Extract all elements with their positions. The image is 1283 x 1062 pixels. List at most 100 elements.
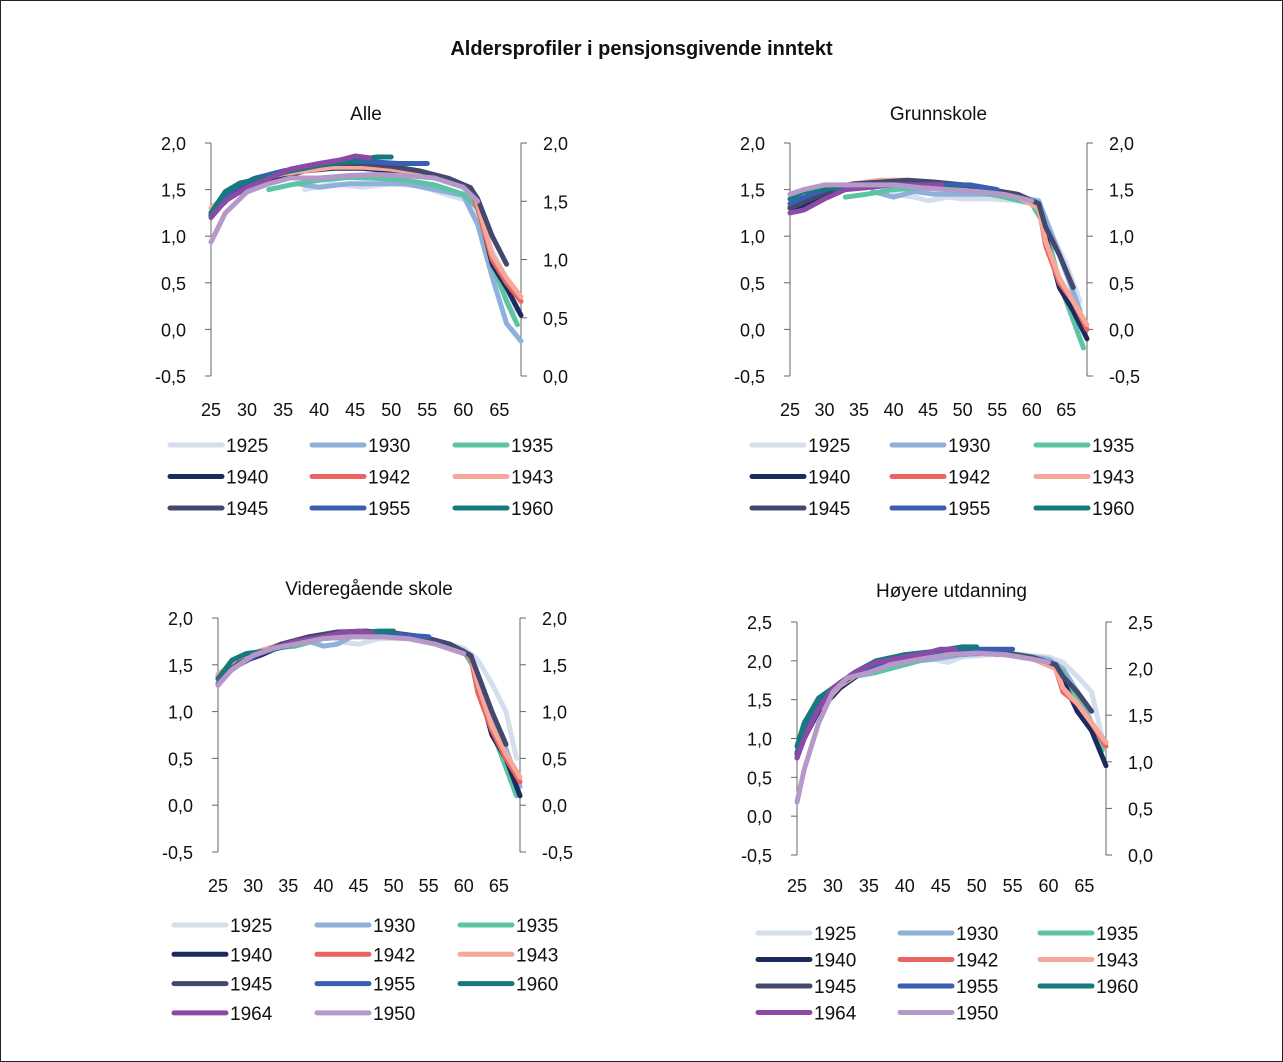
right-tick-label: 1,5 <box>1109 181 1134 201</box>
series-line-1950 <box>794 650 1051 805</box>
x-tick-label: 35 <box>278 876 298 896</box>
left-tick-label: 1,5 <box>747 691 772 711</box>
legend-label-1925: 1925 <box>226 436 268 457</box>
legend-label-1935: 1935 <box>511 436 553 457</box>
panel-title: Alle <box>350 104 382 125</box>
right-tick-label: 0,0 <box>1128 846 1153 866</box>
left-tick-label: 1,5 <box>168 656 193 676</box>
legend-label-1955: 1955 <box>948 499 990 520</box>
right-tick-label: 0,5 <box>543 309 568 329</box>
left-tick-label: 0,5 <box>161 274 186 294</box>
series-line-1950 <box>215 634 467 688</box>
x-tick-label: 50 <box>967 876 987 896</box>
legend-label-1942: 1942 <box>948 468 990 489</box>
right-tick-label: 1,0 <box>543 251 568 271</box>
left-tick-label: -0,5 <box>155 367 186 387</box>
right-tick-label: 2,0 <box>543 134 568 154</box>
right-tick-label: 2,0 <box>542 609 567 629</box>
left-tick-label: 1,5 <box>161 181 186 201</box>
legend-label-1940: 1940 <box>808 468 850 489</box>
x-tick-label: 25 <box>787 876 807 896</box>
left-tick-label: 2,0 <box>740 134 765 154</box>
legend-label-1935: 1935 <box>1096 924 1138 945</box>
x-tick-label: 60 <box>454 876 474 896</box>
right-tick-label: 1,5 <box>542 656 567 676</box>
right-tick-label: 0,0 <box>543 367 568 387</box>
left-tick-label: 2,5 <box>747 613 772 633</box>
legend-label-1942: 1942 <box>368 468 410 489</box>
left-tick-label: 1,0 <box>168 703 193 723</box>
x-tick-label: 40 <box>895 876 915 896</box>
legend-label-1964: 1964 <box>814 1004 857 1025</box>
chart-panel-2: Grunnskole 2,0 1,5 1,0 0,5 0,0 -0,5 2,0 1,5 1,0 0,… <box>734 104 1140 520</box>
x-tick-label: 65 <box>1056 400 1076 420</box>
x-tick-label: 25 <box>780 400 800 420</box>
x-tick-label: 60 <box>453 400 473 420</box>
left-tick-label: 2,0 <box>168 609 193 629</box>
legend-label-1930: 1930 <box>956 924 998 945</box>
x-tick-label: 60 <box>1038 876 1058 896</box>
left-tick-label: 1,0 <box>747 730 772 750</box>
x-tick-label: 65 <box>489 876 509 896</box>
x-tick-label: 45 <box>345 400 365 420</box>
left-tick-label: 0,5 <box>740 274 765 294</box>
legend-label-1945: 1945 <box>814 977 856 998</box>
series-line-1964 <box>794 646 958 761</box>
x-tick-label: 45 <box>348 876 368 896</box>
right-tick-label: 0,0 <box>542 796 567 816</box>
legend-label-1935: 1935 <box>1092 436 1134 457</box>
x-tick-label: 50 <box>953 400 973 420</box>
x-tick-label: 30 <box>237 400 257 420</box>
left-tick-label: 2,0 <box>747 652 772 672</box>
legend-label-1940: 1940 <box>814 951 856 972</box>
x-tick-label: 40 <box>313 876 333 896</box>
series-line-1964 <box>208 153 373 221</box>
left-tick-label: 1,5 <box>740 181 765 201</box>
series-line-1964 <box>787 182 945 216</box>
legend-label-1945: 1945 <box>226 499 268 520</box>
x-tick-label: 55 <box>417 400 437 420</box>
right-tick-label: 1,0 <box>1109 227 1134 247</box>
x-tick-label: 45 <box>918 400 938 420</box>
x-tick-label: 25 <box>208 876 228 896</box>
legend-label-1945: 1945 <box>808 499 850 520</box>
right-tick-label: 1,5 <box>1128 706 1153 726</box>
legend-label-1925: 1925 <box>230 916 272 937</box>
right-tick-label: 0,0 <box>1109 320 1134 340</box>
chart-panel-3: Videregående skole 2,0 1,5 1,0 0,5 0,0 -0,5 2,0… <box>162 579 573 1025</box>
x-tick-label: 25 <box>201 400 221 420</box>
x-tick-label: 50 <box>384 876 404 896</box>
legend-label-1943: 1943 <box>511 468 553 489</box>
right-tick-label: 0,5 <box>1109 274 1134 294</box>
left-tick-label: 0,0 <box>161 320 186 340</box>
x-tick-label: 55 <box>419 876 439 896</box>
panel-title: Videregående skole <box>285 579 453 600</box>
series-line-1930 <box>295 181 524 344</box>
left-tick-label: 0,0 <box>168 796 193 816</box>
left-tick-label: 0,5 <box>168 749 193 769</box>
legend-label-1935: 1935 <box>516 916 558 937</box>
x-tick-label: 30 <box>823 876 843 896</box>
legend-label-1943: 1943 <box>1096 951 1138 972</box>
legend-label-1950: 1950 <box>373 1004 415 1025</box>
right-tick-label: 0,5 <box>542 749 567 769</box>
main-title: Aldersprofiler i pensjonsgivende inntekt <box>450 38 833 60</box>
x-tick-label: 30 <box>243 876 263 896</box>
series-line-1950 <box>208 172 481 245</box>
legend-label-1930: 1930 <box>948 436 990 457</box>
x-tick-label: 45 <box>931 876 951 896</box>
panel-title: Høyere utdanning <box>876 581 1027 602</box>
x-tick-label: 50 <box>381 400 401 420</box>
x-tick-label: 35 <box>273 400 293 420</box>
legend-label-1925: 1925 <box>808 436 850 457</box>
legend-label-1950: 1950 <box>956 1004 998 1025</box>
legend-label-1930: 1930 <box>368 436 410 457</box>
series-line-1935 <box>271 631 519 799</box>
panel-title: Grunnskole <box>890 104 987 125</box>
right-tick-label: -0,5 <box>1109 367 1140 387</box>
left-tick-label: 0,0 <box>740 320 765 340</box>
left-tick-label: -0,5 <box>734 367 765 387</box>
legend-label-1925: 1925 <box>814 924 856 945</box>
